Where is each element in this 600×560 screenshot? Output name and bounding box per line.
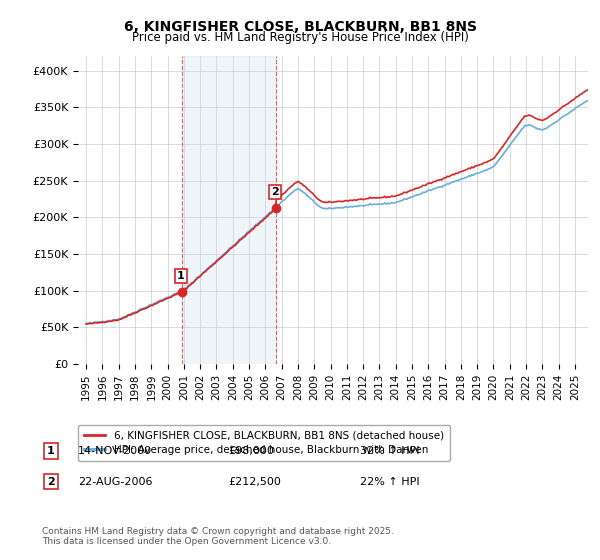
Text: 22% ↑ HPI: 22% ↑ HPI (360, 477, 419, 487)
Text: 32% ↑ HPI: 32% ↑ HPI (360, 446, 419, 456)
Text: 2: 2 (271, 187, 278, 197)
Text: 6, KINGFISHER CLOSE, BLACKBURN, BB1 8NS: 6, KINGFISHER CLOSE, BLACKBURN, BB1 8NS (124, 20, 476, 34)
Text: Price paid vs. HM Land Registry's House Price Index (HPI): Price paid vs. HM Land Registry's House … (131, 31, 469, 44)
Text: £98,000: £98,000 (228, 446, 274, 456)
Text: 1: 1 (177, 271, 185, 281)
Bar (182, 56, 276, 364)
Text: 22-AUG-2006: 22-AUG-2006 (78, 477, 152, 487)
Text: £212,500: £212,500 (228, 477, 281, 487)
Legend: 6, KINGFISHER CLOSE, BLACKBURN, BB1 8NS (detached house), HPI: Average price, de: 6, KINGFISHER CLOSE, BLACKBURN, BB1 8NS … (78, 424, 450, 461)
Text: Contains HM Land Registry data © Crown copyright and database right 2025.
This d: Contains HM Land Registry data © Crown c… (42, 526, 394, 546)
Text: 14-NOV-2000: 14-NOV-2000 (78, 446, 152, 456)
Text: 2: 2 (47, 477, 55, 487)
Text: 1: 1 (47, 446, 55, 456)
